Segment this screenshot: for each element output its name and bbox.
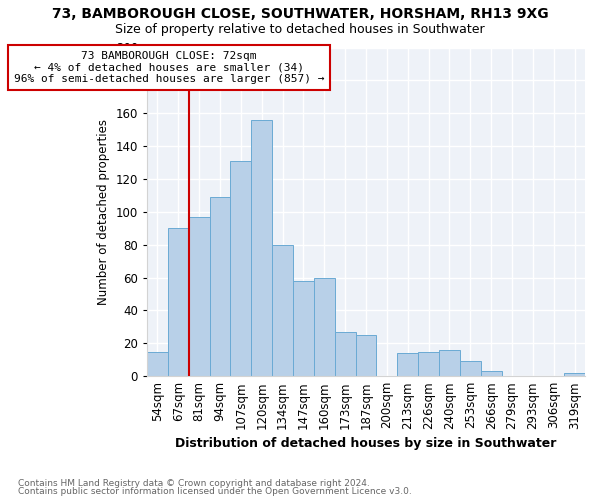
Bar xyxy=(168,228,189,376)
Bar xyxy=(460,362,481,376)
Bar xyxy=(356,335,376,376)
Bar xyxy=(189,217,209,376)
X-axis label: Distribution of detached houses by size in Southwater: Distribution of detached houses by size … xyxy=(175,437,557,450)
Bar xyxy=(251,120,272,376)
Bar xyxy=(147,352,168,376)
Bar xyxy=(439,350,460,376)
Bar xyxy=(335,332,356,376)
Text: 73 BAMBOROUGH CLOSE: 72sqm
← 4% of detached houses are smaller (34)
96% of semi-: 73 BAMBOROUGH CLOSE: 72sqm ← 4% of detac… xyxy=(14,51,324,84)
Text: Size of property relative to detached houses in Southwater: Size of property relative to detached ho… xyxy=(115,22,485,36)
Bar xyxy=(481,372,502,376)
Bar xyxy=(230,161,251,376)
Bar xyxy=(397,353,418,376)
Bar xyxy=(418,352,439,376)
Bar xyxy=(209,197,230,376)
Bar xyxy=(314,278,335,376)
Bar xyxy=(293,281,314,376)
Text: Contains public sector information licensed under the Open Government Licence v3: Contains public sector information licen… xyxy=(18,487,412,496)
Bar xyxy=(564,373,585,376)
Text: 73, BAMBOROUGH CLOSE, SOUTHWATER, HORSHAM, RH13 9XG: 73, BAMBOROUGH CLOSE, SOUTHWATER, HORSHA… xyxy=(52,8,548,22)
Text: Contains HM Land Registry data © Crown copyright and database right 2024.: Contains HM Land Registry data © Crown c… xyxy=(18,478,370,488)
Y-axis label: Number of detached properties: Number of detached properties xyxy=(97,119,110,305)
Bar xyxy=(272,244,293,376)
